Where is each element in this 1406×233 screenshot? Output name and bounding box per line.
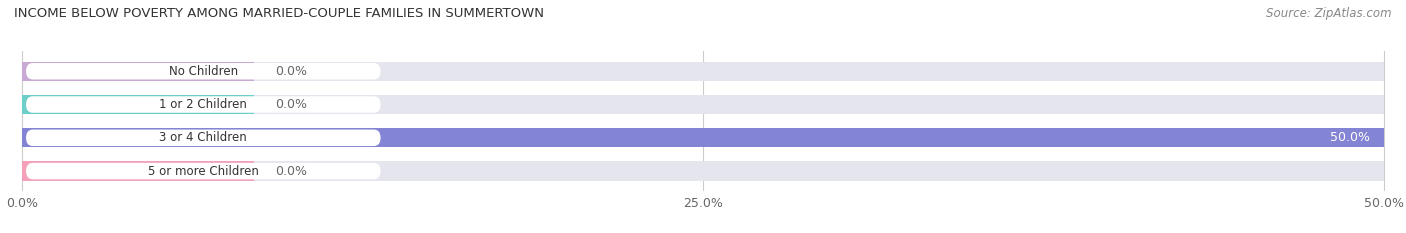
FancyBboxPatch shape	[27, 96, 381, 113]
Bar	[22, 62, 1384, 81]
Bar	[22, 161, 253, 181]
FancyBboxPatch shape	[27, 63, 381, 79]
Bar	[22, 95, 1384, 114]
Text: 5 or more Children: 5 or more Children	[148, 164, 259, 178]
Bar	[22, 161, 1384, 181]
Bar	[22, 62, 253, 81]
Text: INCOME BELOW POVERTY AMONG MARRIED-COUPLE FAMILIES IN SUMMERTOWN: INCOME BELOW POVERTY AMONG MARRIED-COUPL…	[14, 7, 544, 20]
Text: 0.0%: 0.0%	[276, 98, 308, 111]
FancyBboxPatch shape	[27, 163, 381, 179]
Text: Source: ZipAtlas.com: Source: ZipAtlas.com	[1267, 7, 1392, 20]
Bar	[22, 95, 253, 114]
Text: 1 or 2 Children: 1 or 2 Children	[159, 98, 247, 111]
Text: 50.0%: 50.0%	[1330, 131, 1371, 144]
Text: No Children: No Children	[169, 65, 238, 78]
Text: 0.0%: 0.0%	[276, 65, 308, 78]
Bar	[22, 128, 1384, 147]
FancyBboxPatch shape	[27, 130, 381, 146]
Text: 0.0%: 0.0%	[276, 164, 308, 178]
Text: 3 or 4 Children: 3 or 4 Children	[159, 131, 247, 144]
Bar	[22, 128, 1384, 147]
